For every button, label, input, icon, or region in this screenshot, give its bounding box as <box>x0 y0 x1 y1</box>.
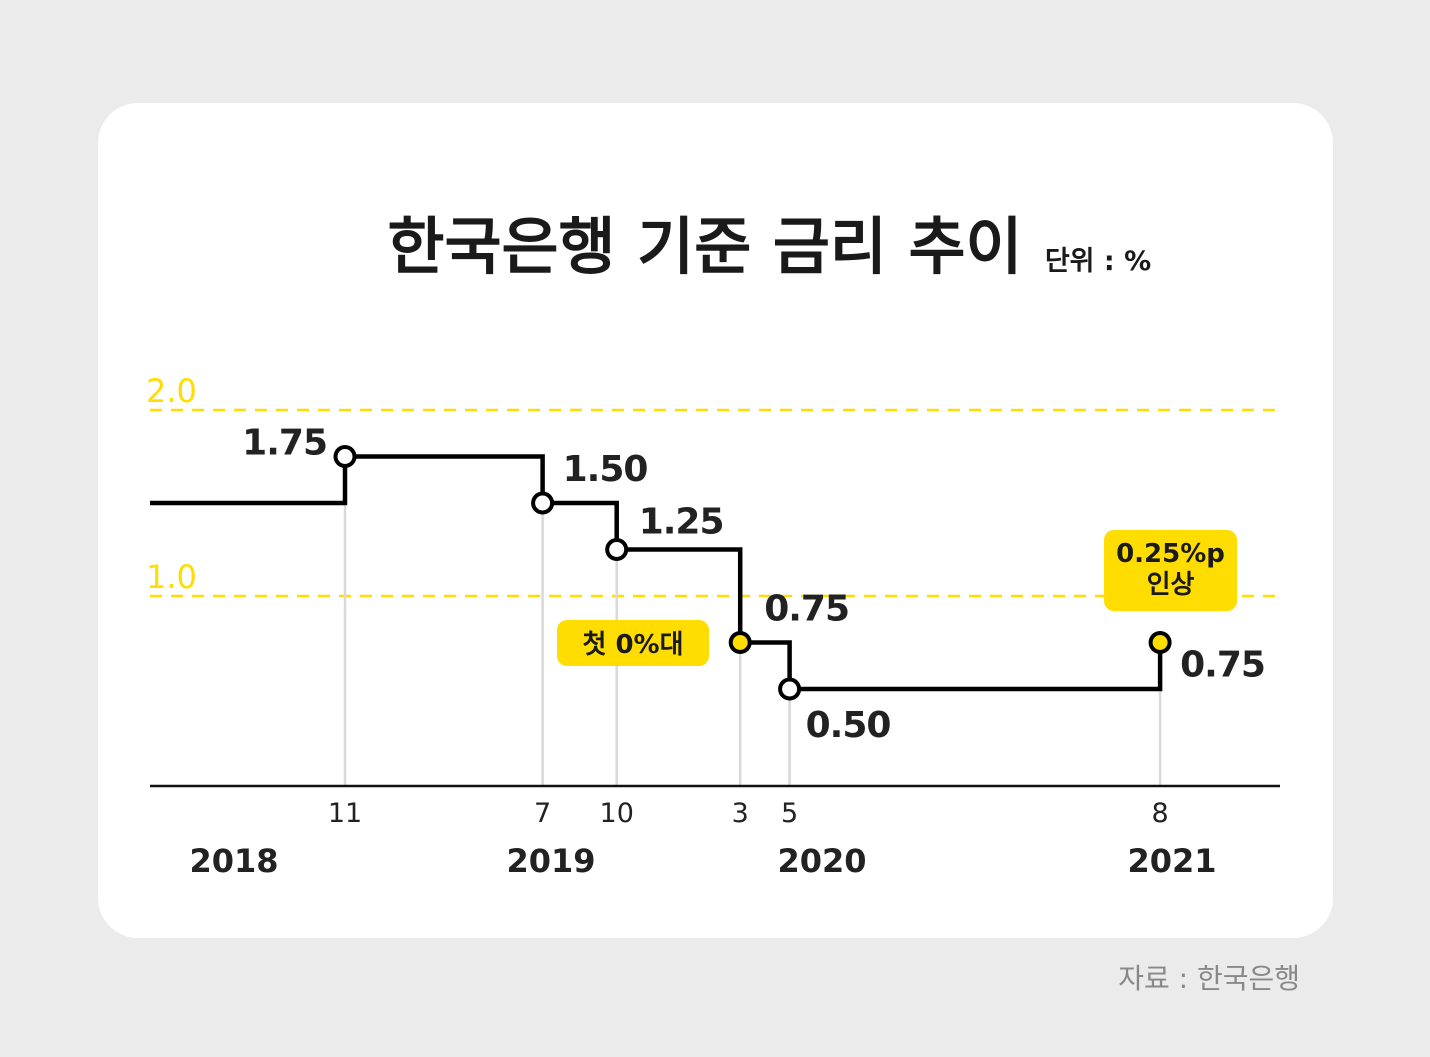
annotation-text: 인상 <box>1147 570 1195 600</box>
data-point <box>531 491 555 515</box>
data-point <box>333 445 357 468</box>
annotation-badge <box>557 620 709 666</box>
y-tick-label: 2.0 <box>146 372 197 410</box>
data-label: 1.75 <box>242 423 327 464</box>
chart-title: 한국은행 기준 금리 추이 <box>387 210 1022 283</box>
year-label: 2021 <box>1127 842 1216 880</box>
data-label: 0.75 <box>1180 645 1265 686</box>
data-label: 1.25 <box>639 502 724 543</box>
year-label: 2018 <box>189 842 278 880</box>
year-label: 2020 <box>777 842 866 880</box>
data-point <box>1148 631 1172 654</box>
annotation-text: 첫 0%대 <box>582 630 683 660</box>
year-label: 2019 <box>506 842 595 880</box>
data-point <box>728 631 752 654</box>
month-tick-label: 7 <box>534 798 551 829</box>
plot-area: 2.0 1.0 11 7 10 3 5 8 2018 2019 2020 2021 첫 0%대 0.25%… <box>146 372 1280 880</box>
data-point <box>778 677 802 701</box>
month-tick-label: 8 <box>1152 798 1169 829</box>
data-label: 0.75 <box>764 589 849 630</box>
month-tick-label: 10 <box>600 798 634 829</box>
month-tick-label: 3 <box>732 798 749 829</box>
data-label: 1.50 <box>563 449 648 490</box>
annotation-badge <box>1104 530 1237 611</box>
y-tick-label: 1.0 <box>146 558 197 596</box>
source-label: 자료 : 한국은행 <box>1118 962 1300 995</box>
card <box>98 103 1333 938</box>
month-tick-label: 5 <box>781 798 798 829</box>
data-label: 0.50 <box>806 705 891 746</box>
data-point <box>605 538 629 561</box>
annotation-text: 0.25%p <box>1116 539 1225 569</box>
unit-label: 단위 : % <box>1045 246 1151 277</box>
month-tick-label: 11 <box>328 798 362 829</box>
